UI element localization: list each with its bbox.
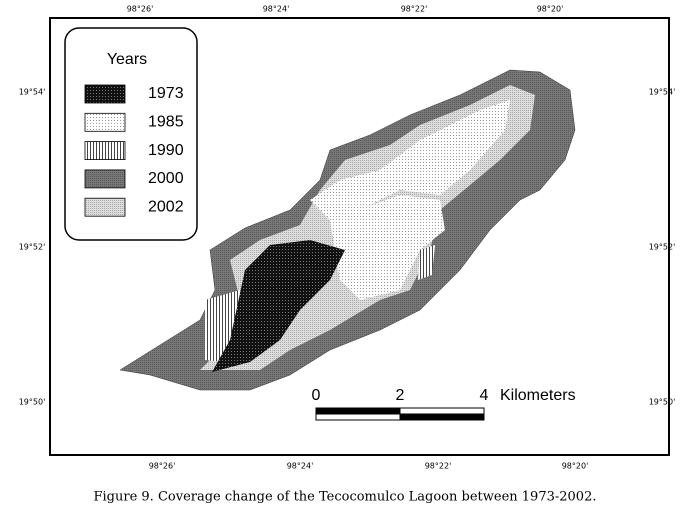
scale-unit: Kilometers [500, 387, 576, 404]
latitude-label: 19°52' [649, 243, 676, 252]
longitude-label: 98°22' [401, 5, 428, 14]
legend-label: 2000 [148, 170, 184, 187]
latitude-label: 19°54' [19, 88, 46, 97]
legend-title: Years [107, 51, 147, 68]
latitude-label: 19°52' [19, 243, 46, 252]
latitude-label: 19°50' [649, 398, 676, 407]
scale-label: 4 [480, 387, 489, 404]
caption: Figure 9. Coverage change of the Tecocom… [94, 490, 597, 505]
scale-bar [315, 407, 485, 421]
latitude-label: 19°54' [649, 88, 676, 97]
legend-label: 1990 [148, 142, 184, 159]
scale-label: 0 [312, 387, 321, 404]
scale-label: 2 [396, 387, 405, 404]
legend-swatch [84, 84, 126, 104]
latitude-label: 19°50' [19, 398, 46, 407]
legend-swatch [84, 112, 126, 132]
legend-label: 1985 [148, 114, 184, 131]
lagoon [119, 69, 576, 391]
legend-swatch [84, 141, 126, 161]
longitude-label: 98°24' [287, 462, 314, 471]
longitude-label: 98°26' [149, 462, 176, 471]
longitude-label: 98°22' [425, 462, 452, 471]
longitude-label: 98°26' [127, 5, 154, 14]
legend-swatch [84, 169, 126, 189]
legend-label: 2002 [148, 198, 184, 215]
legend-swatch [84, 197, 126, 217]
longitude-label: 98°24' [263, 5, 290, 14]
legend-label: 1973 [148, 85, 184, 102]
longitude-label: 98°20' [537, 5, 564, 14]
longitude-label: 98°20' [562, 462, 589, 471]
